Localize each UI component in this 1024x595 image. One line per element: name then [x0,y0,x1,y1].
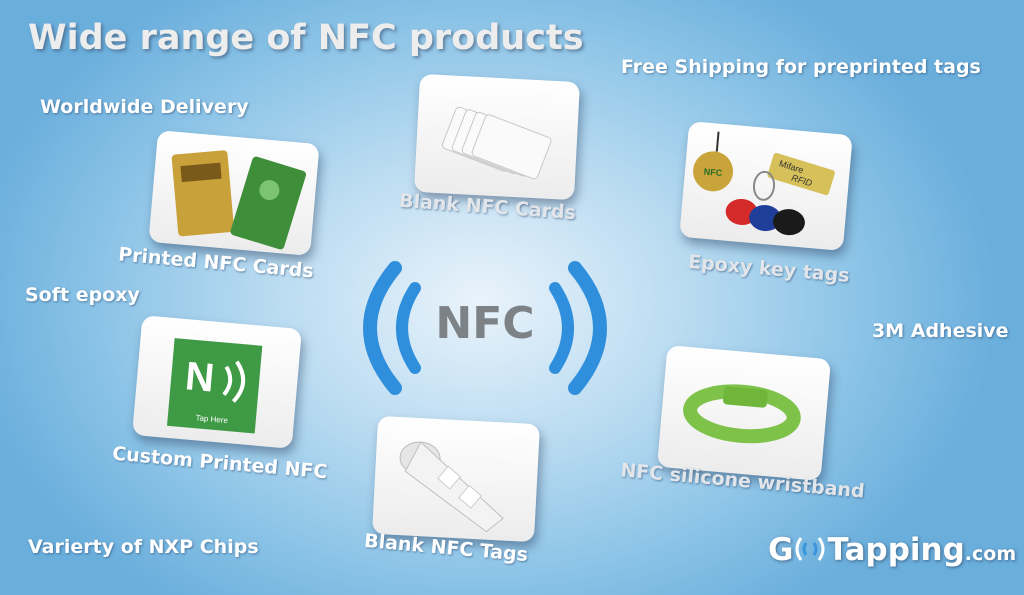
epoxy-tag-nfc-text: NFC [703,167,723,179]
epoxy-tags-icon: NFC Mifare RFID [693,131,835,236]
label-custom-printed-nfc: Custom Printed NFC [111,442,329,484]
feature-3m-adhesive: 3M Adhesive [872,320,1009,342]
logo-g: G [768,532,794,568]
nfc-waves-icon [363,261,607,395]
feature-nxp-chips: Varierty of NXP Chips [28,536,259,558]
epoxy-key-tags-image: NFC Mifare RFID [679,121,853,251]
nfc-center-text: NFC [435,298,535,349]
blank-nfc-tags-image [372,415,540,543]
wristband-icon [683,384,801,444]
feature-worldwide-delivery: Worldwide Delivery [40,96,249,118]
svg-text:N: N [183,354,216,400]
blank-nfc-cards-image [414,73,580,201]
silicone-wristband-image [656,345,832,481]
logo-main: Tapping [827,532,965,568]
feature-free-shipping: Free Shipping for preprinted tags [621,56,981,78]
blank-tags-icon [399,441,504,533]
printed-nfc-cards-image [148,130,320,256]
gotapping-logo: G Tapping.com [768,532,1016,568]
custom-tap-here-text: Tap Here [195,413,229,425]
feature-soft-epoxy: Soft epoxy [25,284,140,306]
label-epoxy-key-tags: Epoxy key tags [687,250,851,288]
blank-cards-icon [441,106,552,180]
custom-printed-nfc-icon: N Tap Here [166,338,263,434]
nfc-emblem: NFC [355,258,615,398]
printed-cards-icon [171,150,307,250]
custom-printed-nfc-image: N Tap Here [132,315,302,449]
logo-suffix: .com [964,543,1017,565]
banner-title: Wide range of NFC products [28,18,584,58]
logo-waves-icon [793,534,827,564]
